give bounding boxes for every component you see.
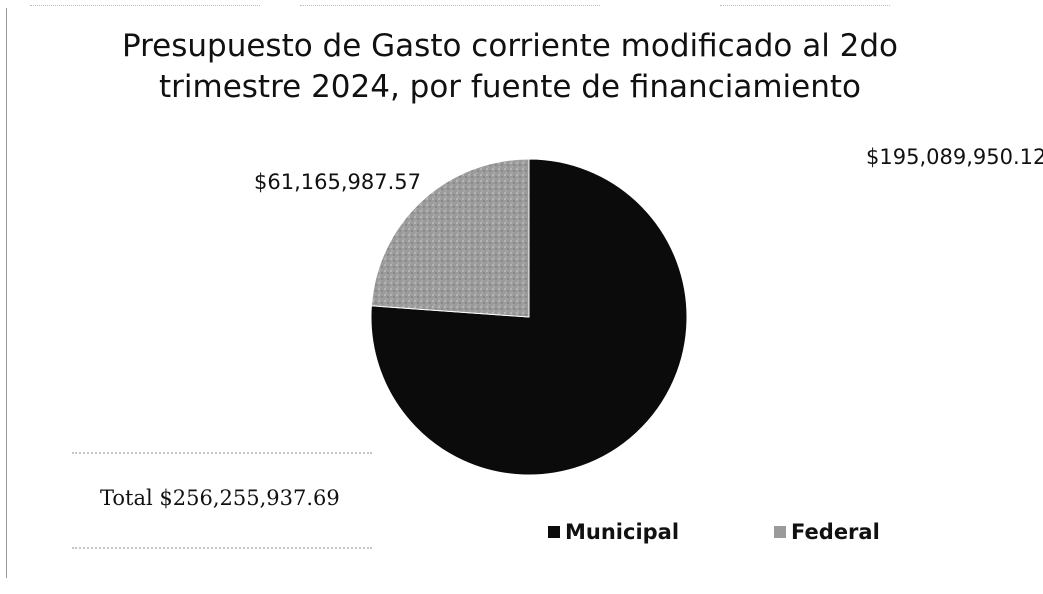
scan-speckle — [72, 452, 372, 455]
pie-slice-federal — [370, 158, 530, 318]
total-label: Total $256,255,937.69 — [100, 486, 340, 510]
scan-speckle — [720, 5, 890, 7]
legend-swatch-federal — [774, 526, 787, 538]
data-label-federal: $61,165,987.57 — [254, 170, 421, 194]
legend: Municipal Federal — [548, 520, 880, 544]
legend-item-federal: Federal — [774, 520, 880, 544]
chart-title: Presupuesto de Gasto corriente modificad… — [60, 26, 960, 108]
legend-label-municipal: Municipal — [565, 520, 680, 544]
scan-speckle — [300, 5, 600, 7]
chart-frame-left-border — [6, 8, 7, 578]
pie-slices — [370, 158, 688, 476]
chart-title-line-1: Presupuesto de Gasto corriente modificad… — [121, 28, 899, 64]
scan-speckle — [72, 547, 372, 550]
legend-item-municipal: Municipal — [548, 520, 679, 544]
chart-title-line-2: trimestre 2024, por fuente de financiami… — [158, 69, 861, 105]
data-label-municipal: $195,089,950.12 — [866, 145, 1043, 169]
scan-speckle — [30, 5, 260, 7]
legend-label-federal: Federal — [791, 520, 880, 544]
legend-swatch-municipal — [548, 526, 560, 538]
